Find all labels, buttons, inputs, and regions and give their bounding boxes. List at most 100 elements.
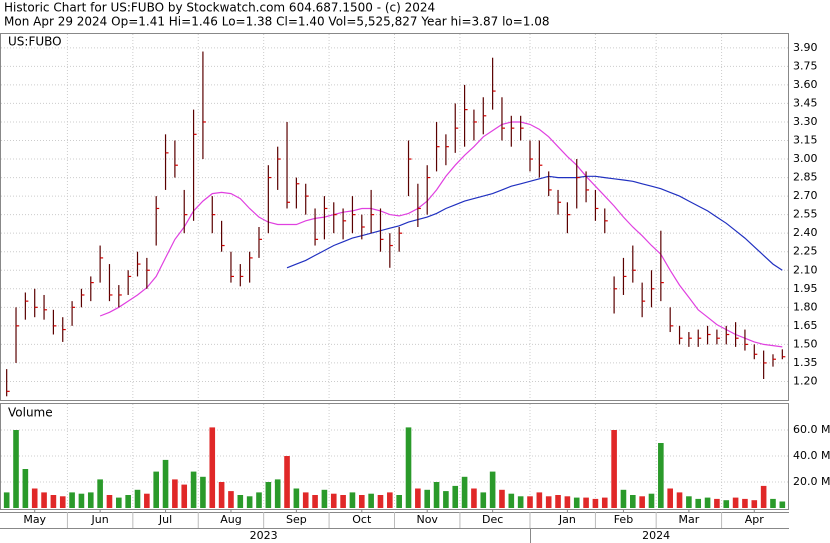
volume-bar [405,427,412,508]
y-tick-label: 3.30 [793,115,818,128]
volume-bar [209,427,216,508]
volume-bar [573,497,580,508]
x-tick-label: Feb [614,513,633,526]
volume-label: Volume [8,406,53,420]
volume-bar [13,430,19,508]
volume-bar [116,497,122,508]
volume-bar [471,488,477,508]
price-frame [0,33,789,401]
volume-bar [31,488,38,508]
y-tick-label: 3.45 [793,96,818,109]
y-tick-label: 3.15 [793,134,818,147]
volume-bar [153,471,159,508]
volume-bar [658,443,664,508]
volume-bar [536,492,543,508]
x-tick-label: May [23,513,46,526]
x-tick-label: Jan [558,513,576,526]
volume-bar [452,485,459,508]
y-tick-label: 3.90 [793,41,818,54]
volume-bar [59,496,66,508]
volume-bar [284,456,290,508]
volume-bar [704,497,711,508]
volume-bar [433,482,440,508]
y-tick-label: 1.65 [793,319,818,332]
volume-bar [742,498,748,508]
x-tick-label: Mar [678,513,699,526]
volume-bar [545,496,552,508]
volume-bar [78,493,85,508]
volume-bar [489,471,496,508]
volume-bar [592,498,599,508]
volume-bar [377,495,384,508]
volume-bar [611,430,617,508]
volume-bar [732,497,739,508]
y-tick-label: 2.55 [793,208,818,221]
volume-bar [3,492,10,508]
volume-bar [499,489,505,508]
y-tick-label: 2.40 [793,226,818,239]
volume-bar [676,492,683,508]
volume-bar [134,489,141,508]
y-tick-label: 1.50 [793,337,818,350]
y-tick-label: 2.10 [793,263,818,276]
x-tick-label: Apr [745,513,765,526]
volume-bar [181,484,188,508]
volume-bar [639,496,645,508]
y-tick-label: 2.25 [793,245,818,258]
volume-bar [265,482,272,508]
y-tick-label: 1.20 [793,374,818,387]
volume-bar [97,479,103,508]
volume-bar [620,489,627,508]
x-tick-label: Jul [158,513,172,526]
volume-bar [714,498,720,508]
y-tick-label: 1.35 [793,356,818,369]
volume-bar [340,495,346,508]
volume-bar [648,493,655,508]
volume-bar [424,489,431,508]
volume-bar [583,497,589,508]
volume-bar [41,492,47,508]
y-tick-label: 60.0 M [793,423,830,436]
volume-bar [667,488,673,508]
volume-bar [349,492,356,508]
volume-bar [228,491,234,508]
y-tick-label: 3.75 [793,59,818,72]
volume-bar [387,492,393,508]
volume-bar [630,495,636,508]
volume-bar [555,495,561,508]
x-tick-label: Oct [352,513,372,526]
volume-bar [256,492,262,508]
volume-bar [302,492,309,508]
y-tick-label: 20.0 M [793,475,830,488]
header-line: Historic Chart for US:FUBO by Stockwatch… [4,1,435,15]
volume-bar [246,496,253,508]
y-tick-label: 3.00 [793,152,818,165]
volume-bar [237,495,244,508]
volume-bar [200,476,206,508]
volume-bar [517,496,524,508]
volume-bar [172,479,178,508]
volume-bar [396,495,402,508]
volume-bar [723,500,730,508]
volume-bar [321,489,328,508]
y-tick-label: 1.95 [793,282,818,295]
x-tick-label: Aug [220,513,241,526]
volume-bar [415,488,421,508]
volume-bar [751,500,758,508]
moving-average [99,121,783,348]
y-tick-label: 3.60 [793,78,818,91]
volume-bar [564,496,571,508]
moving-average [286,175,783,271]
year-label: 2024 [642,529,670,542]
volume-bar [50,495,57,508]
volume-bar [760,485,767,508]
y-tick-label: 2.70 [793,189,818,202]
volume-bar [218,482,225,508]
volume-bar [144,493,150,508]
symbol-label: US:FUBO [8,35,62,49]
year-label: 2023 [250,529,278,542]
volume-bar [87,492,94,508]
volume-bar [106,495,113,508]
volume-bar [22,469,29,508]
